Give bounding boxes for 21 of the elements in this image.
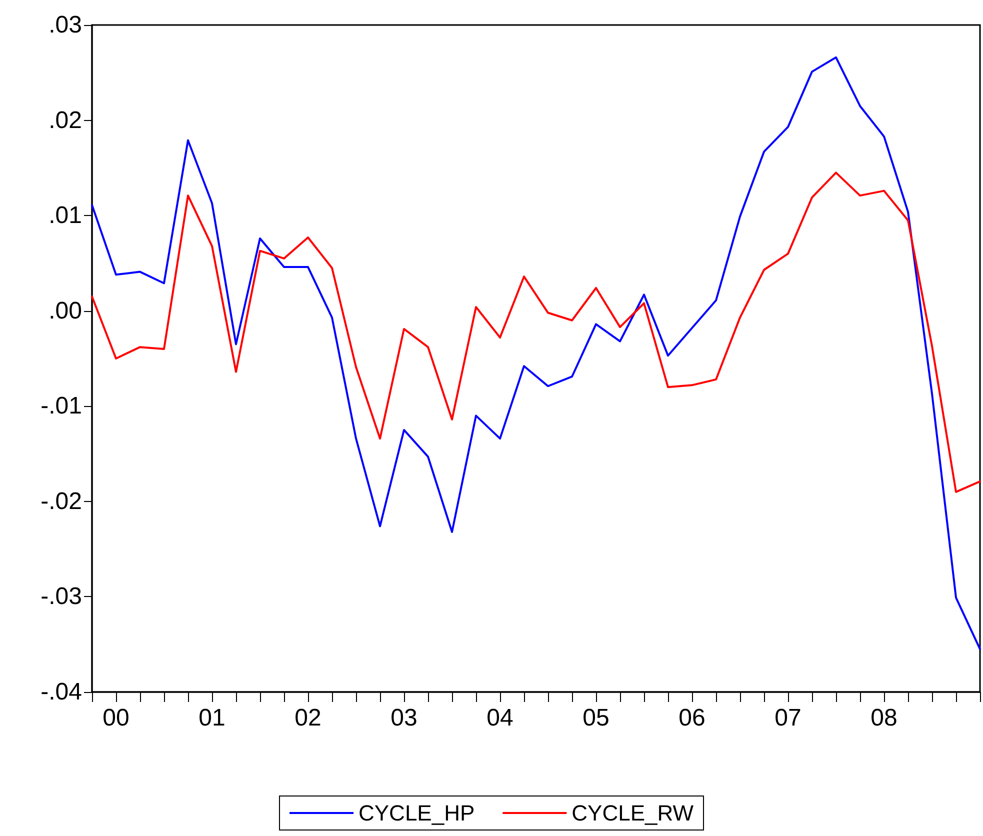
y-tick-label: -.02 — [40, 488, 82, 515]
y-tick-label: -.03 — [40, 583, 82, 610]
legend-label: CYCLE_HP — [358, 800, 475, 826]
x-tick-label: 03 — [390, 704, 418, 732]
y-tick-label: .02 — [48, 106, 82, 134]
y-tick-label: -.04 — [40, 678, 82, 706]
y-tick-label: -.01 — [40, 392, 82, 420]
y-tick-label: .01 — [48, 202, 82, 230]
legend-label: CYCLE_RW — [572, 800, 694, 826]
x-tick-label: 08 — [870, 704, 898, 732]
x-tick-label: 00 — [102, 704, 130, 732]
x-tick-label: 07 — [774, 704, 802, 732]
x-tick-label: 01 — [198, 704, 226, 732]
y-tick-label: .03 — [48, 12, 82, 38]
x-tick-label: 02 — [294, 704, 322, 732]
x-tick-label: 06 — [678, 704, 706, 732]
line-series — [91, 56, 981, 650]
x-tick-label: 05 — [582, 704, 610, 732]
y-tick-label: .00 — [48, 297, 82, 324]
x-tick-label: 04 — [486, 704, 514, 732]
line-series — [91, 172, 981, 493]
